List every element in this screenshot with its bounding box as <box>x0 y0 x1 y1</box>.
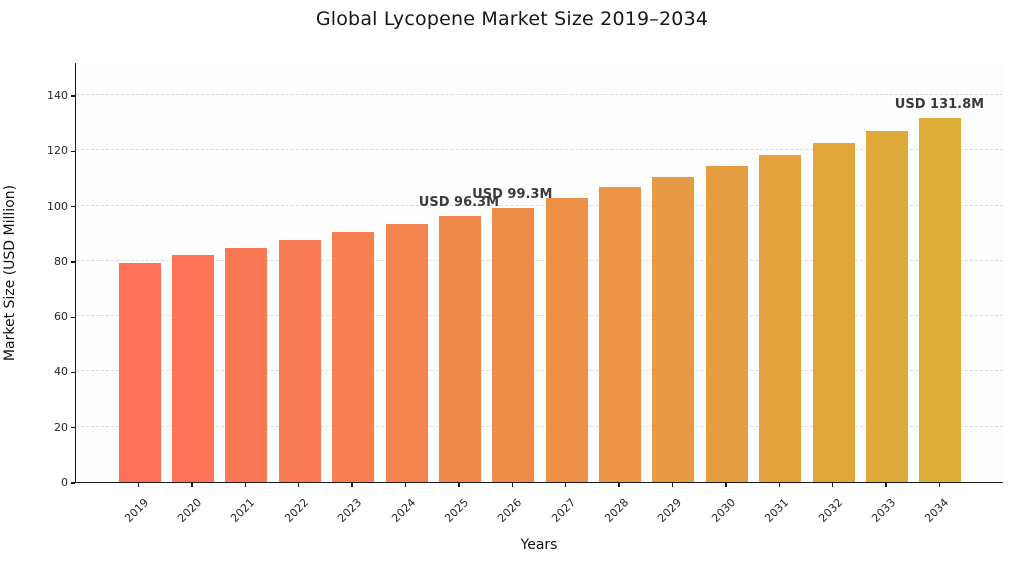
y-tick-mark-20 <box>71 427 75 429</box>
x-tick-mark-2023 <box>351 483 353 487</box>
gridline-y-100 <box>76 204 1003 206</box>
plot-area <box>75 63 1003 483</box>
bar-2023 <box>332 232 375 482</box>
gridline-y-60 <box>76 315 1003 317</box>
x-tick-mark-2033 <box>885 483 887 487</box>
bar-2025 <box>438 215 481 482</box>
x-tick-mark-2028 <box>618 483 620 487</box>
x-tick-label-2034: 2034 <box>862 491 952 525</box>
x-tick-mark-2019 <box>137 483 140 487</box>
y-tick-label-120: 120 <box>47 144 68 158</box>
bar-2024 <box>385 224 428 482</box>
y-tick-label-80: 80 <box>54 254 68 268</box>
y-tick-label-20: 20 <box>54 420 68 434</box>
bar-2034 <box>919 117 962 482</box>
bar-2022 <box>278 240 321 482</box>
x-tick-mark-2021 <box>244 483 247 487</box>
bar-2032 <box>812 142 855 482</box>
y-tick-mark-120 <box>71 150 75 153</box>
y-tick-mark-80 <box>71 261 75 263</box>
gridline-y-120 <box>76 149 1003 151</box>
y-tick-mark-100 <box>71 205 75 208</box>
bar-2019 <box>118 262 161 482</box>
x-tick-mark-2026 <box>511 483 513 487</box>
x-tick-mark-2030 <box>725 483 727 487</box>
y-tick-mark-60 <box>71 316 75 318</box>
y-tick-label-140: 140 <box>47 89 68 103</box>
bar-2028 <box>599 187 642 482</box>
gridline-y-20 <box>76 425 1003 427</box>
x-tick-mark-2024 <box>404 483 407 487</box>
x-tick-mark-2020 <box>191 483 193 487</box>
gridline-y-80 <box>76 259 1003 261</box>
y-tick-label-0: 0 <box>61 476 68 489</box>
bar-2021 <box>225 247 268 482</box>
annotation-2026: USD 99.3M <box>472 186 553 202</box>
chart-title: Global Lycopene Market Size 2019–2034 <box>315 8 709 30</box>
gridline-y-140 <box>76 94 1003 96</box>
y-tick-mark-140 <box>71 95 75 97</box>
bar-2027 <box>545 197 588 482</box>
bar-2029 <box>652 176 695 482</box>
y-axis-label: Market Size (USD Million) <box>2 184 18 362</box>
y-tick-mark-40 <box>71 371 75 374</box>
y-tick-label-60: 60 <box>54 310 68 324</box>
bar-2026 <box>492 207 535 482</box>
x-tick-mark-2032 <box>831 483 834 487</box>
bar-2020 <box>171 254 214 482</box>
x-tick-mark-2025 <box>458 483 460 487</box>
y-tick-mark-0 <box>71 482 75 484</box>
annotation-2025: USD 96.3M <box>418 194 500 210</box>
y-tick-label-100: 100 <box>47 199 68 213</box>
x-tick-mark-2034 <box>938 483 941 487</box>
bar-2031 <box>759 154 802 482</box>
bar-2033 <box>866 130 909 482</box>
x-tick-mark-2029 <box>671 483 674 487</box>
x-tick-mark-2022 <box>298 483 300 487</box>
x-tick-mark-2027 <box>564 483 567 487</box>
annotation-2034: USD 131.8M <box>894 96 985 112</box>
x-axis-label: Years <box>520 537 558 553</box>
x-tick-label-text-2034: 2034 <box>922 496 952 525</box>
gridline-y-40 <box>76 370 1003 372</box>
x-tick-mark-2031 <box>778 483 780 487</box>
bar-2030 <box>705 165 748 482</box>
y-tick-label-40: 40 <box>54 365 68 379</box>
